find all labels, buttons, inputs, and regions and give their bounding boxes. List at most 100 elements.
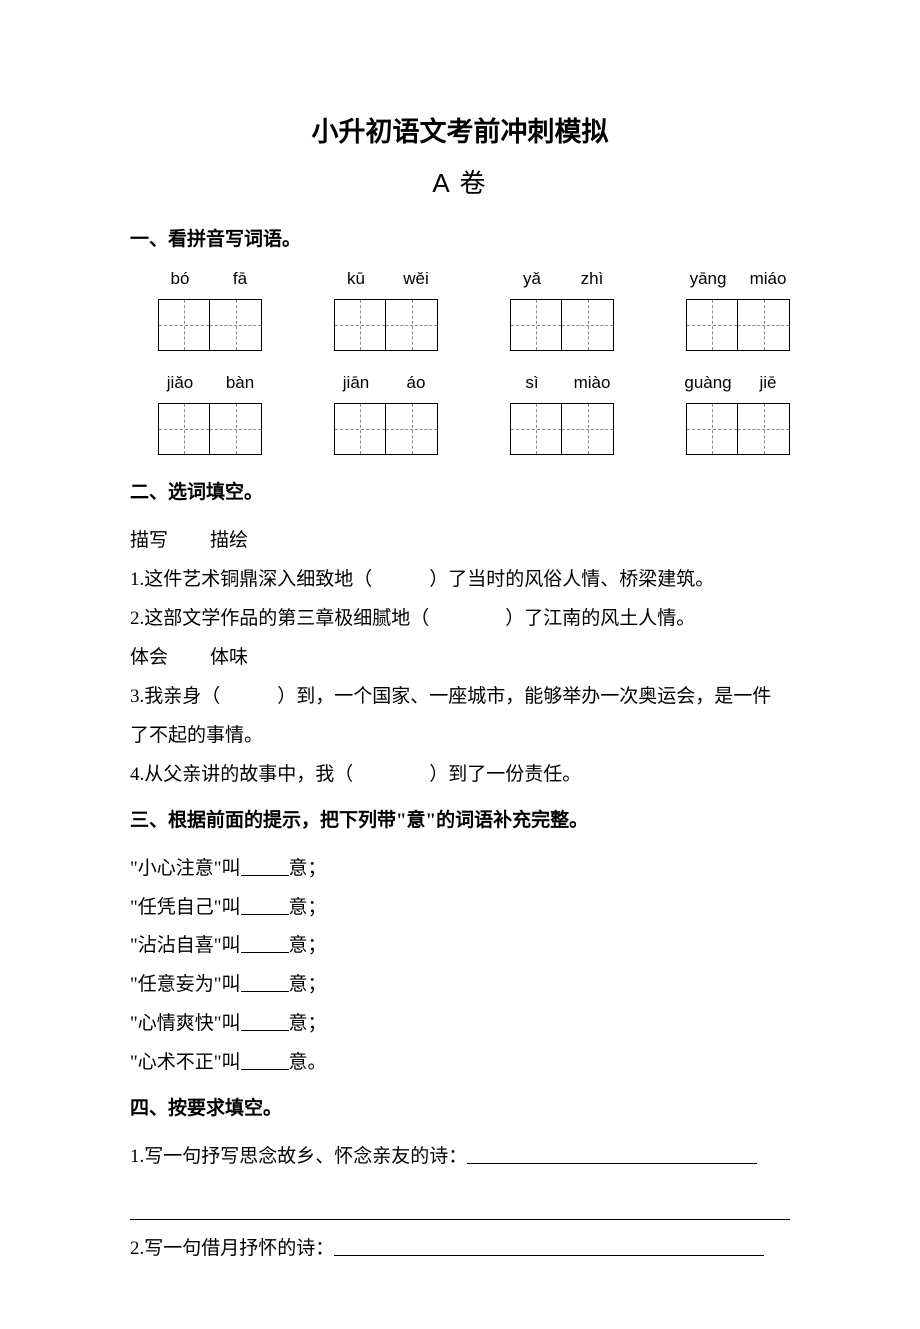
char-boxes xyxy=(510,299,614,351)
question-4-2: 2.写一句借月抒怀的诗： xyxy=(130,1230,790,1269)
pinyin-labels: bó fā xyxy=(150,269,270,289)
pinyin-syllable: jiē xyxy=(738,373,798,393)
char-input-box[interactable] xyxy=(158,403,210,455)
suffix-text: 意； xyxy=(289,935,327,956)
pinyin-labels: jiǎo bàn xyxy=(150,373,270,393)
word-options-2: 体会 体味 xyxy=(130,639,790,678)
fill-item: "沾沾自喜"叫 意； xyxy=(130,927,790,966)
char-input-box[interactable] xyxy=(386,299,438,351)
pinyin-labels: jiān áo xyxy=(326,373,446,393)
blank-input[interactable] xyxy=(241,933,289,953)
pinyin-syllable: zhì xyxy=(562,269,622,289)
char-boxes xyxy=(334,403,438,455)
main-title: 小升初语文考前冲刺模拟 xyxy=(130,110,790,149)
blank-input[interactable] xyxy=(241,1050,289,1070)
char-input-box[interactable] xyxy=(738,403,790,455)
char-input-box[interactable] xyxy=(686,403,738,455)
char-input-box[interactable] xyxy=(386,403,438,455)
pinyin-group: yǎ zhì xyxy=(502,269,622,351)
question-3b: 了不起的事情。 xyxy=(130,717,790,756)
pinyin-row: bó fā kū wěi yǎ xyxy=(150,269,790,351)
option-b: 描绘 xyxy=(210,530,248,551)
char-input-box[interactable] xyxy=(334,403,386,455)
blank-input[interactable] xyxy=(241,856,289,876)
pinyin-labels: yāng miáo xyxy=(678,269,798,289)
pinyin-labels: guàng jiē xyxy=(678,373,798,393)
suffix-text: 意； xyxy=(289,974,327,995)
question-4: 4.从父亲讲的故事中，我（ ）到了一份责任。 xyxy=(130,756,790,795)
pinyin-group: yāng miáo xyxy=(678,269,798,351)
char-input-box[interactable] xyxy=(334,299,386,351)
char-input-box[interactable] xyxy=(738,299,790,351)
pinyin-syllable: fā xyxy=(210,269,270,289)
char-input-box[interactable] xyxy=(686,299,738,351)
pinyin-group: jiān áo xyxy=(326,373,446,455)
question-1: 1.这件艺术铜鼎深入细致地（ ）了当时的风俗人情、桥梁建筑。 xyxy=(130,561,790,600)
suffix-text: 意。 xyxy=(289,1052,327,1073)
fill-item: "任凭自己"叫 意； xyxy=(130,889,790,928)
blank-input[interactable] xyxy=(241,972,289,992)
hint-text: "心术不正"叫 xyxy=(130,1052,241,1073)
pinyin-group: bó fā xyxy=(150,269,270,351)
hint-text: "沾沾自喜"叫 xyxy=(130,935,241,956)
char-input-box[interactable] xyxy=(210,403,262,455)
question-4-1: 1.写一句抒写思念故乡、怀念亲友的诗： xyxy=(130,1138,790,1177)
hint-text: "任凭自己"叫 xyxy=(130,897,241,918)
question-3a: 3.我亲身（ ）到，一个国家、一座城市，能够举办一次奥运会，是一件 xyxy=(130,678,790,717)
char-input-box[interactable] xyxy=(510,403,562,455)
pinyin-syllable: bàn xyxy=(210,373,270,393)
fill-item: "任意妄为"叫 意； xyxy=(130,966,790,1005)
char-input-box[interactable] xyxy=(562,403,614,455)
pinyin-syllable: áo xyxy=(386,373,446,393)
char-boxes xyxy=(158,403,262,455)
option-b: 体味 xyxy=(210,647,248,668)
pinyin-row: jiǎo bàn jiān áo xyxy=(150,373,790,455)
hint-text: "小心注意"叫 xyxy=(130,858,241,879)
blank-input[interactable] xyxy=(241,1011,289,1031)
section1-heading: 一、看拼音写词语。 xyxy=(130,224,790,251)
option-a: 体会 xyxy=(130,647,168,668)
pinyin-group: guàng jiē xyxy=(678,373,798,455)
subtitle: A 卷 xyxy=(130,163,790,200)
pinyin-syllable: yāng xyxy=(678,269,738,289)
pinyin-exercise: bó fā kū wěi yǎ xyxy=(130,269,790,455)
blank-input[interactable] xyxy=(241,895,289,915)
pinyin-labels: sì miào xyxy=(502,373,622,393)
char-boxes xyxy=(510,403,614,455)
pinyin-syllable: jiǎo xyxy=(150,373,210,393)
pinyin-syllable: jiān xyxy=(326,373,386,393)
pinyin-group: jiǎo bàn xyxy=(150,373,270,455)
pinyin-labels: kū wěi xyxy=(326,269,446,289)
pinyin-syllable: wěi xyxy=(386,269,446,289)
hint-text: "任意妄为"叫 xyxy=(130,974,241,995)
option-a: 描写 xyxy=(130,530,168,551)
pinyin-group: kū wěi xyxy=(326,269,446,351)
char-input-box[interactable] xyxy=(210,299,262,351)
question-2: 2.这部文学作品的第三章极细腻地（ ）了江南的风土人情。 xyxy=(130,600,790,639)
char-input-box[interactable] xyxy=(562,299,614,351)
answer-line[interactable] xyxy=(334,1236,764,1256)
word-options-1: 描写 描绘 xyxy=(130,522,790,561)
section2-heading: 二、选词填空。 xyxy=(130,477,790,504)
char-input-box[interactable] xyxy=(158,299,210,351)
pinyin-syllable: yǎ xyxy=(502,269,562,289)
pinyin-syllable: kū xyxy=(326,269,386,289)
section4-heading: 四、按要求填空。 xyxy=(130,1093,790,1120)
pinyin-group: sì miào xyxy=(502,373,622,455)
char-boxes xyxy=(158,299,262,351)
pinyin-syllable: bó xyxy=(150,269,210,289)
suffix-text: 意； xyxy=(289,858,327,879)
section3-heading: 三、根据前面的提示，把下列带"意"的词语补充完整。 xyxy=(130,805,790,832)
prompt-text: 1.写一句抒写思念故乡、怀念亲友的诗： xyxy=(130,1146,467,1167)
prompt-text: 2.写一句借月抒怀的诗： xyxy=(130,1238,334,1259)
fill-item: "心情爽快"叫意； xyxy=(130,1005,790,1044)
suffix-text: 意； xyxy=(289,897,327,918)
pinyin-labels: yǎ zhì xyxy=(502,269,622,289)
pinyin-syllable: guàng xyxy=(678,373,738,393)
pinyin-syllable: miào xyxy=(562,373,622,393)
answer-line[interactable] xyxy=(467,1144,757,1164)
fill-item: "心术不正"叫 意。 xyxy=(130,1044,790,1083)
char-input-box[interactable] xyxy=(510,299,562,351)
answer-line-full[interactable] xyxy=(130,1193,790,1220)
char-boxes xyxy=(686,403,790,455)
